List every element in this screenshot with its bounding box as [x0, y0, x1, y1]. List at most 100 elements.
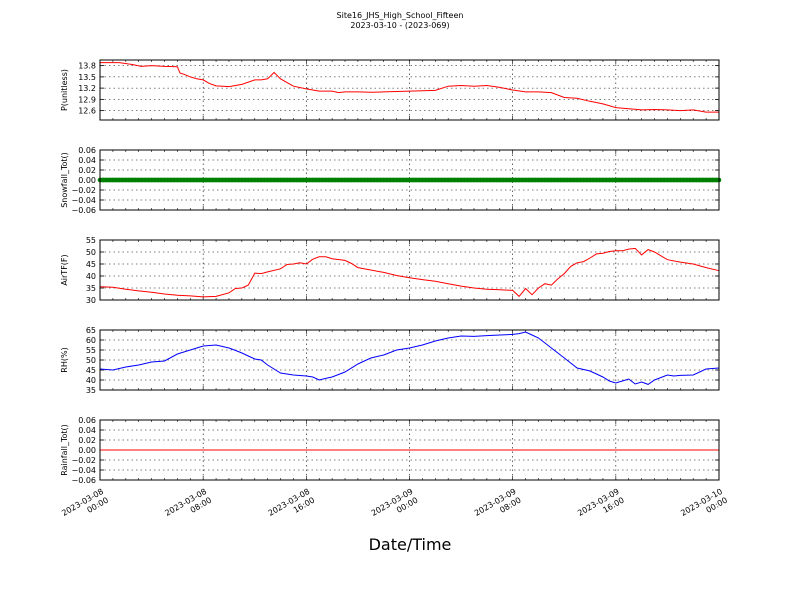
y-tick-label: 0.02: [78, 166, 96, 175]
data-point: [136, 177, 141, 183]
data-point: [123, 177, 129, 183]
data-point: [258, 177, 264, 183]
data-point: [281, 177, 287, 183]
data-point: [636, 177, 641, 183]
y-tick-label: 50: [86, 356, 96, 365]
y-tick-label: −0.06: [71, 476, 96, 485]
data-point: [690, 177, 696, 183]
x-tick-label: 2023-03-0816:00: [267, 487, 317, 527]
data-point: [352, 177, 357, 183]
data-point: [362, 177, 367, 183]
y-tick-label: 40: [86, 272, 96, 281]
data-point: [165, 177, 171, 183]
data-point: [510, 177, 515, 183]
data-point: [333, 177, 338, 183]
data-point: [603, 177, 609, 183]
data-point: [629, 177, 635, 183]
data-point: [678, 177, 683, 183]
data-point: [139, 177, 145, 183]
data-point: [420, 177, 425, 183]
data-point: [397, 177, 403, 183]
y-tick-label: 12.6: [78, 107, 96, 116]
data-point: [117, 177, 122, 183]
data-point: [520, 177, 525, 183]
data-point: [561, 177, 567, 183]
y-tick-label: 55: [86, 346, 96, 355]
y-tick-label: −0.04: [71, 466, 96, 475]
data-point: [471, 177, 477, 183]
data-point: [449, 177, 454, 183]
data-point: [539, 177, 544, 183]
data-point: [365, 177, 370, 183]
data-point: [146, 177, 151, 183]
panel-5: −0.06−0.04−0.020.000.020.040.06 Rainfall_…: [60, 416, 720, 485]
data-point: [284, 177, 290, 183]
data-point: [613, 177, 619, 183]
chart-title-line2: 2023-03-10 - (2023-069): [350, 21, 450, 30]
data-point: [516, 177, 522, 183]
data-point: [555, 177, 561, 183]
data-point: [468, 177, 474, 183]
data-point: [242, 177, 248, 183]
data-point: [249, 177, 254, 183]
data-point: [236, 177, 241, 183]
y-tick-label: −0.04: [71, 196, 96, 205]
data-point: [371, 177, 377, 183]
data-point: [574, 177, 580, 183]
y-tick-label: 13.2: [78, 84, 96, 93]
data-point: [207, 177, 212, 183]
data-point: [126, 177, 132, 183]
y-tick-label: 0.04: [78, 426, 96, 435]
data-point: [536, 177, 541, 183]
data-point: [532, 177, 538, 183]
data-point: [246, 177, 251, 183]
data-point: [542, 177, 548, 183]
panel-frame: [99, 149, 720, 211]
panel-1: 12.6 12.9 13.2 13.5 13.8 P(unitless): [60, 59, 720, 121]
data-point: [484, 177, 490, 183]
data-point: [349, 177, 354, 183]
data-point: [594, 177, 599, 183]
data-point: [323, 177, 328, 183]
data-point: [168, 177, 174, 183]
data-point: [429, 177, 435, 183]
data-point: [578, 177, 583, 183]
data-point: [661, 177, 667, 183]
series-line-3: [99, 247, 720, 298]
data-point: [381, 177, 387, 183]
x-tick-label: 2023-03-0908:00: [473, 487, 523, 527]
data-point: [300, 177, 306, 183]
y-axis-label: P(unitless): [60, 69, 69, 111]
data-point: [607, 177, 612, 183]
data-point: [210, 177, 216, 183]
data-point: [478, 177, 483, 183]
data-point: [329, 177, 335, 183]
data-point: [368, 177, 374, 183]
y-tick-label: 0.02: [78, 436, 96, 445]
data-point: [645, 177, 651, 183]
data-point: [387, 177, 393, 183]
data-point: [442, 177, 448, 183]
data-point: [487, 177, 493, 183]
data-point: [600, 177, 606, 183]
y-axis-label: RH(%): [60, 347, 69, 372]
data-point: [374, 177, 380, 183]
data-point: [623, 177, 628, 183]
data-point: [294, 177, 299, 183]
data-point: [265, 177, 270, 183]
y-tick-label: 40: [86, 376, 96, 385]
panel-frame: [99, 59, 720, 121]
data-point: [191, 177, 196, 183]
y-tick-label: 60: [86, 336, 96, 345]
data-point: [316, 177, 322, 183]
data-point: [304, 177, 309, 183]
data-point: [584, 177, 590, 183]
data-point: [178, 177, 183, 183]
data-point: [275, 177, 280, 183]
data-point: [413, 177, 419, 183]
data-point: [233, 177, 238, 183]
data-point: [336, 177, 341, 183]
data-point: [220, 177, 225, 183]
data-point: [239, 177, 245, 183]
